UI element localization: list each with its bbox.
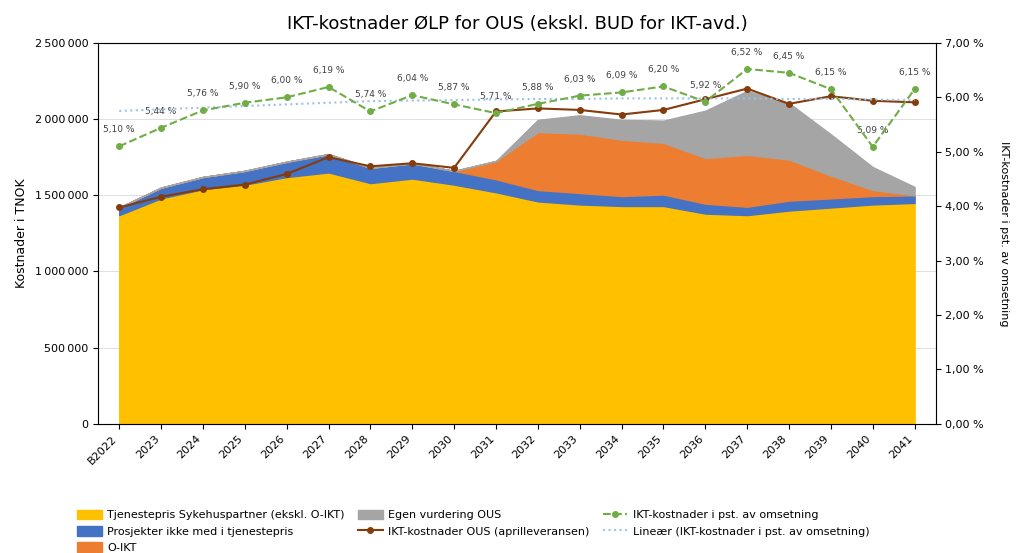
Text: 5,71 %: 5,71 % [480,92,512,101]
Text: 5,74 %: 5,74 % [354,91,386,100]
Text: 6,20 %: 6,20 % [648,65,679,75]
Y-axis label: IKT-kostnader i pst. av omsetning: IKT-kostnader i pst. av omsetning [999,140,1009,326]
Y-axis label: Kostnader i TNOK: Kostnader i TNOK [15,179,28,288]
Text: 5,44 %: 5,44 % [145,107,177,116]
Text: 6,52 %: 6,52 % [731,48,763,57]
Text: 5,90 %: 5,90 % [229,82,260,91]
Text: 6,15 %: 6,15 % [899,68,931,77]
Text: 5,88 %: 5,88 % [522,83,554,92]
Text: 6,04 %: 6,04 % [396,74,428,83]
Text: 5,76 %: 5,76 % [187,90,219,98]
Text: 6,09 %: 6,09 % [606,71,637,80]
Text: 6,00 %: 6,00 % [271,76,302,85]
Text: 5,92 %: 5,92 % [689,81,721,90]
Text: 5,10 %: 5,10 % [103,126,135,134]
Title: IKT-kostnader ØLP for OUS (ekskl. BUD for IKT-avd.): IKT-kostnader ØLP for OUS (ekskl. BUD fo… [287,15,748,33]
Text: 5,09 %: 5,09 % [857,126,889,135]
Text: 6,19 %: 6,19 % [312,66,344,75]
Text: 6,45 %: 6,45 % [773,52,805,61]
Legend: Tjenestepris Sykehuspartner (ekskl. O-IKT), Prosjekter ikke med i tjenestepris, : Tjenestepris Sykehuspartner (ekskl. O-IK… [77,509,869,553]
Text: 5,87 %: 5,87 % [438,84,470,92]
Text: 6,03 %: 6,03 % [564,75,595,84]
Text: 6,15 %: 6,15 % [815,68,847,77]
